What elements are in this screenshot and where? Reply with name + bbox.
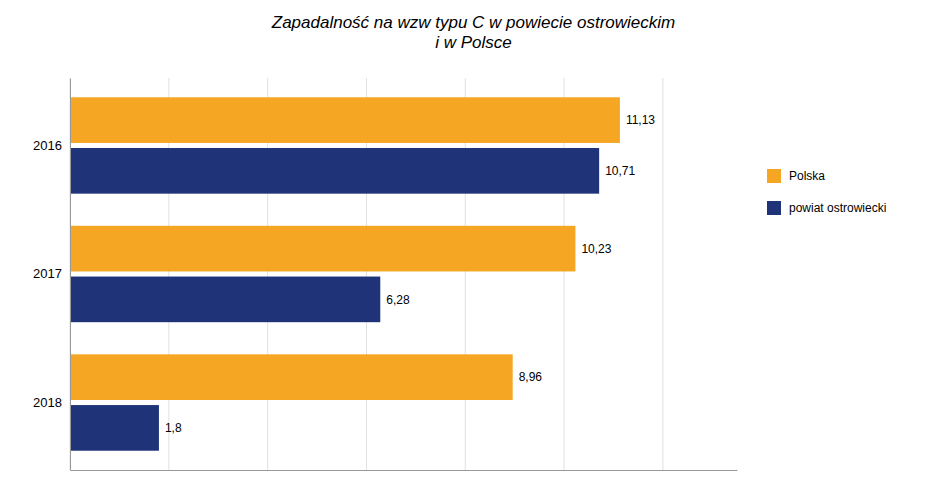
- bar: [70, 148, 599, 194]
- data-label: 11,13: [626, 113, 655, 127]
- legend-label: Polska: [789, 169, 825, 183]
- grid: [70, 78, 663, 470]
- legend-swatch: [767, 201, 781, 215]
- x-axis-line: [71, 470, 738, 471]
- bar: [70, 226, 575, 272]
- bar: [70, 405, 159, 451]
- chart: Zapadalność na wzw typu C w powiecie ost…: [0, 0, 947, 500]
- grid-line: [662, 78, 663, 470]
- legend: Polska powiat ostrowiecki: [767, 169, 886, 215]
- y-tick: 2016: [33, 138, 70, 153]
- data-label: 6,28: [386, 293, 410, 307]
- y-tick-label: 2018: [33, 395, 62, 410]
- data-labels: 11,13 10,23 8,96 10,71 6,28 1,8: [165, 113, 655, 435]
- grid-line: [70, 78, 71, 470]
- title-line: Zapadalność na wzw typu C w powiecie ost…: [271, 13, 675, 32]
- x-axis: [71, 470, 738, 472]
- data-label: 10,23: [581, 242, 611, 256]
- bar: [70, 277, 380, 323]
- plot: 11,13 10,23 8,96 10,71 6,28 1,8 2016 2017 2018: [33, 78, 737, 471]
- data-label: 8,96: [519, 370, 543, 384]
- bars: [70, 97, 620, 450]
- y-axis: 2016 2017 2018: [33, 79, 70, 471]
- title-line: i w Polsce: [435, 33, 512, 52]
- y-tick: 2018: [33, 395, 70, 410]
- legend-label: powiat ostrowiecki: [789, 201, 886, 215]
- title: Zapadalność na wzw typu C w powiecie ost…: [271, 13, 675, 52]
- y-tick: 2017: [33, 266, 70, 281]
- bar: [70, 354, 513, 400]
- data-label: 10,71: [605, 164, 635, 178]
- y-tick-label: 2016: [33, 138, 62, 153]
- y-tick-label: 2017: [33, 266, 62, 281]
- legend-item: powiat ostrowiecki: [767, 201, 886, 215]
- data-label: 1,8: [165, 421, 182, 435]
- legend-swatch: [767, 169, 781, 183]
- bar: [70, 97, 620, 143]
- legend-item: Polska: [767, 169, 825, 183]
- y-axis-line: [70, 79, 71, 471]
